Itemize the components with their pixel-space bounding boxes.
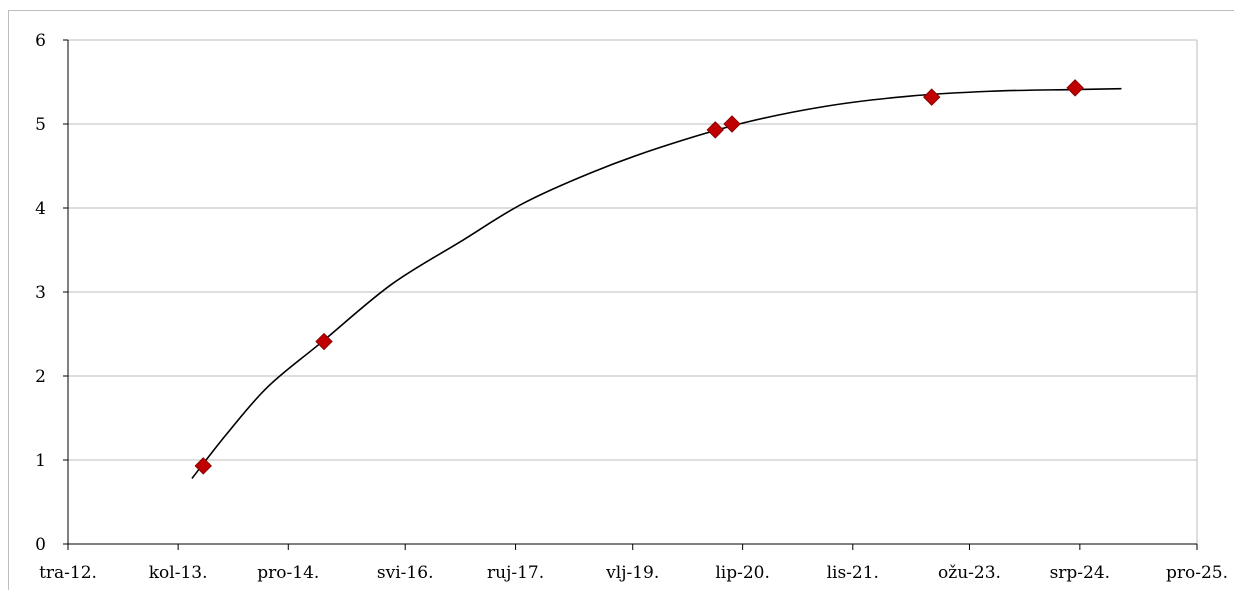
x-tick-label: ruj-17. — [487, 563, 544, 583]
x-tick-label: kol-13. — [149, 563, 208, 583]
y-tick-label: 2 — [35, 367, 46, 387]
x-tick-label: pro-14. — [257, 563, 319, 583]
x-tick-label: ožu-23. — [938, 563, 1001, 583]
y-tick-label: 0 — [35, 535, 46, 555]
chart-frame — [8, 10, 1234, 590]
data-point-diamond — [1066, 79, 1084, 97]
x-tick-label: vlj-19. — [605, 563, 659, 583]
trendline — [191, 87, 1122, 479]
y-tick-label: 6 — [35, 31, 46, 51]
x-tick-label: lip-20. — [715, 563, 770, 583]
data-point-diamond — [315, 332, 333, 351]
x-tick-label: srp-24. — [1050, 563, 1111, 583]
y-tick-label: 1 — [35, 451, 46, 471]
x-tick-label: tra-12. — [39, 563, 97, 583]
data-point-diamond — [723, 115, 741, 133]
y-tick-label: 3 — [35, 283, 46, 303]
x-tick-label: pro-25. — [1166, 563, 1228, 583]
data-point-diamond — [923, 88, 941, 106]
x-tick-label: svi-16. — [377, 563, 434, 583]
data-point-diamond — [706, 121, 724, 139]
x-tick-label: lis-21. — [827, 563, 879, 583]
y-tick-label: 5 — [35, 115, 46, 135]
y-tick-label: 4 — [35, 199, 46, 219]
data-point-diamond — [194, 457, 212, 475]
